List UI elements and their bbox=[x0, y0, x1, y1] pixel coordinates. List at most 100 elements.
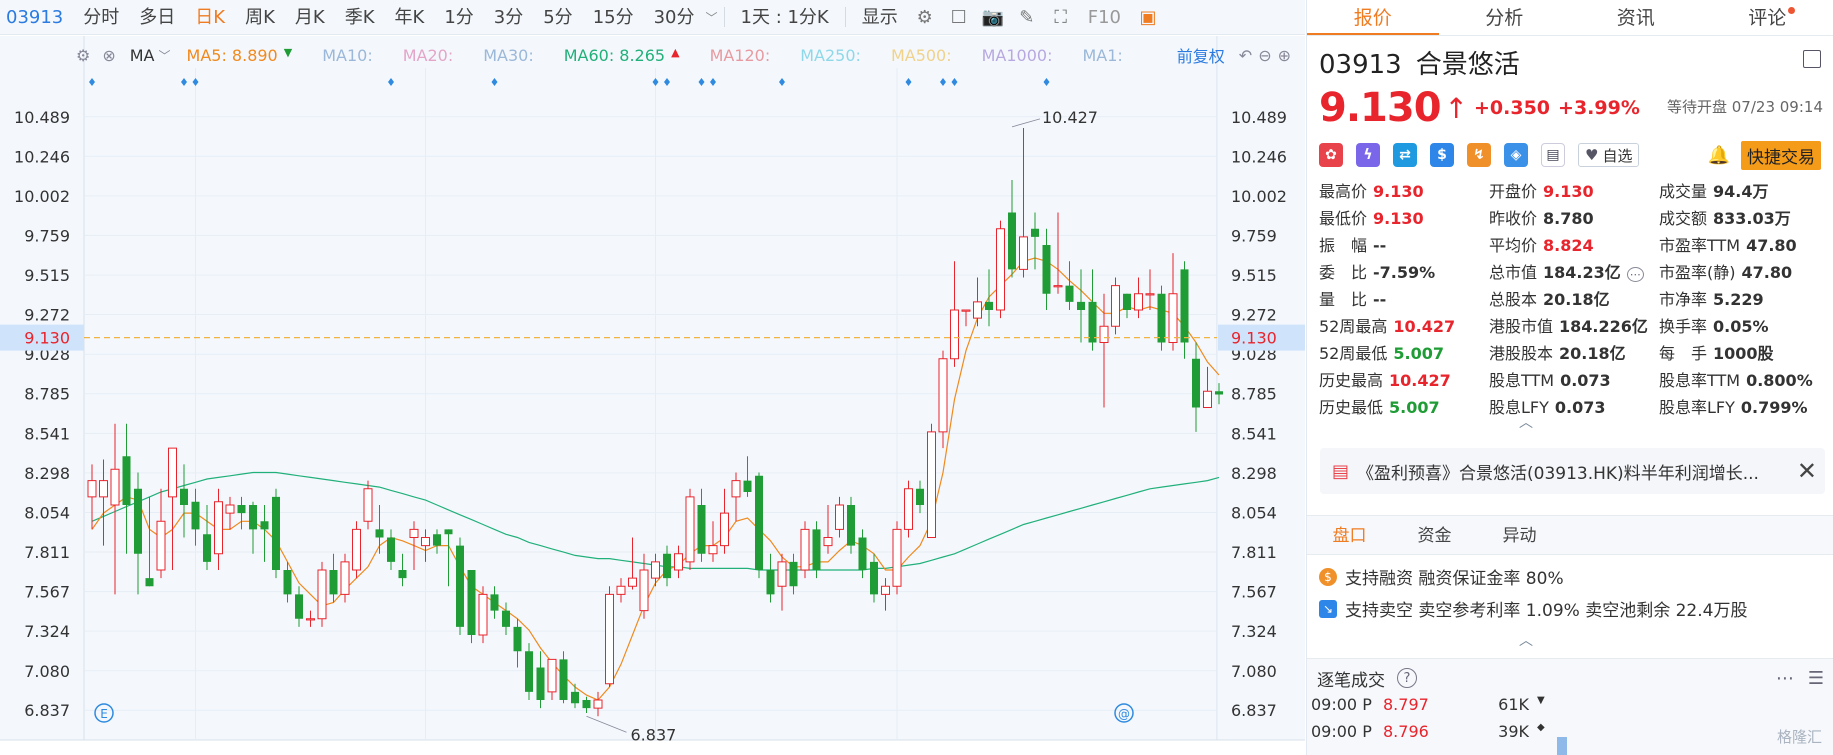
candle-body bbox=[1077, 301, 1085, 310]
candle-body bbox=[1203, 390, 1212, 408]
event-marker-icon bbox=[192, 78, 199, 86]
candle-body bbox=[237, 505, 246, 514]
y-tick-label: 8.054 bbox=[1231, 503, 1277, 522]
y-tick-label: 10.002 bbox=[1231, 187, 1287, 206]
ma-legend-item[interactable]: MA500: bbox=[890, 45, 952, 65]
bookmark-icon[interactable]: ▤ bbox=[1541, 143, 1565, 167]
collapse-chevron-icon[interactable]: ︿ bbox=[1519, 633, 1533, 649]
quote-value: 8.780 bbox=[1543, 208, 1594, 228]
tab-analysis[interactable]: 分析 bbox=[1485, 7, 1524, 29]
more-icon[interactable]: ⋯ bbox=[1775, 667, 1794, 689]
fullscreen-icon[interactable]: ⛶ bbox=[1054, 6, 1068, 28]
quote-cell: 股息率LFY 0.799% bbox=[1659, 394, 1829, 418]
period-tab[interactable]: 1分 bbox=[444, 6, 474, 28]
candle-body bbox=[789, 561, 798, 587]
ma-legend-item[interactable]: MA5: 8.890 bbox=[186, 45, 278, 65]
candle-body bbox=[513, 626, 522, 652]
y-tick-label: 10.489 bbox=[14, 108, 70, 127]
tab-quote[interactable]: 报价 bbox=[1307, 0, 1439, 35]
gear-icon[interactable]: ⚙ bbox=[916, 6, 933, 28]
event-marker-icon bbox=[779, 78, 785, 86]
adjust-button[interactable]: 前复权 bbox=[1176, 47, 1225, 66]
ma-legend-item[interactable]: MA30: bbox=[483, 45, 534, 65]
ma-legend-item[interactable]: MA20: bbox=[402, 45, 454, 65]
period-tab[interactable]: 季K bbox=[344, 6, 375, 28]
watchlist-button[interactable]: ♥ 自选 bbox=[1578, 143, 1640, 167]
news-banner[interactable]: ▤ 《盈利预喜》合景悠活(03913.HK)料半年利润增长... ✕ bbox=[1320, 448, 1825, 494]
period-tab[interactable]: 多日 bbox=[139, 6, 176, 28]
y-tick-label: 8.785 bbox=[24, 385, 70, 404]
layout-icon[interactable]: ☐ bbox=[950, 6, 967, 28]
kline-chart-area[interactable]: 6.837 6.837 7.080 7.080 7.324 7.324 7.567 7.567… bbox=[0, 36, 1305, 755]
close-icon[interactable]: ⊗ bbox=[102, 45, 116, 65]
news-headline[interactable]: 《盈利预喜》合景悠活(03913.HK)料半年利润增长... bbox=[1357, 463, 1759, 484]
period-tabs: 分时 多日 日K 周K 月K 季K 年K 1分 3分 5分 15分 30分 bbox=[73, 0, 704, 35]
period-tab[interactable]: 30分 bbox=[653, 6, 695, 28]
tab-orderbook[interactable]: 盘口 bbox=[1332, 526, 1367, 546]
kline-chart[interactable]: 6.837 6.837 7.080 7.080 7.324 7.324 7.567 7.567… bbox=[0, 36, 1305, 755]
lightning-icon[interactable]: ϟ bbox=[1356, 143, 1380, 167]
quote-value: -7.59% bbox=[1373, 262, 1436, 282]
sidebar-toggle-icon[interactable] bbox=[1803, 50, 1821, 68]
zoom-controls-icon[interactable]: ↶⊖⊕ bbox=[1238, 45, 1297, 65]
ma-legend-item[interactable]: MA250: bbox=[800, 45, 861, 65]
dollar-icon[interactable]: $ bbox=[1430, 143, 1454, 167]
price-tag-bg bbox=[1218, 324, 1305, 351]
ma-legend: ⚙ ⊗ MA ﹀ MA5: 8.890 ▼ MA10: MA20: MA30: MA60:… bbox=[0, 36, 1305, 74]
camera-icon[interactable]: 📷 bbox=[981, 6, 1004, 28]
period-tab[interactable]: 3分 bbox=[493, 6, 524, 28]
f10-button[interactable]: F10 bbox=[1087, 6, 1121, 28]
low-annotation: 6.837 bbox=[631, 725, 677, 744]
y-tick-label: 7.567 bbox=[24, 583, 70, 602]
period-tab[interactable]: 日K bbox=[195, 6, 226, 28]
shuffle-icon[interactable]: ⇄ bbox=[1393, 143, 1417, 167]
candle-body bbox=[708, 545, 718, 555]
ma-legend-item[interactable]: MA120: bbox=[709, 45, 771, 65]
ma-legend-item[interactable]: MA1000: bbox=[981, 45, 1053, 65]
candle-body bbox=[571, 691, 579, 704]
collapse-chevron-icon[interactable]: ︿ bbox=[1519, 415, 1533, 431]
stock-code-tab[interactable]: 03913 bbox=[6, 6, 64, 28]
more-icon[interactable]: ⋯ bbox=[1626, 266, 1644, 282]
trend-icon[interactable]: ↯ bbox=[1467, 143, 1491, 167]
ma-indicator-label[interactable]: MA bbox=[129, 45, 155, 65]
panel-toggle-icon[interactable]: ▣ bbox=[1139, 6, 1157, 28]
period-tab[interactable]: 分时 bbox=[83, 6, 120, 28]
ma-legend-item[interactable]: MA60: 8.265 bbox=[563, 45, 666, 65]
quick-trade-button[interactable]: 快捷交易 bbox=[1741, 140, 1821, 170]
candle-body bbox=[352, 528, 361, 571]
multi-period-select[interactable]: 1天 : 1分K bbox=[740, 6, 829, 28]
chart-toolbar: 03913 分时 多日 日K 周K 月K 季K 年K 1分 3分 5分 15分 30分 ﹀ 1天 : … bbox=[0, 0, 1305, 35]
chevron-down-icon[interactable]: ﹀ bbox=[705, 10, 718, 25]
tab-capital[interactable]: 资金 bbox=[1417, 526, 1452, 546]
bell-icon[interactable]: 🔔 bbox=[1707, 144, 1731, 166]
list-icon[interactable]: ☰ bbox=[1807, 667, 1824, 689]
quote-value: 20.18亿 bbox=[1559, 343, 1626, 363]
quote-value: 0.05% bbox=[1713, 316, 1769, 336]
triangle-down-icon: ▼ bbox=[283, 45, 293, 59]
close-icon[interactable]: ✕ bbox=[1796, 457, 1817, 485]
quote-label: 历史最低 bbox=[1319, 397, 1384, 417]
y-tick-label: 9.759 bbox=[1231, 226, 1277, 245]
display-menu[interactable]: 显示 bbox=[861, 6, 898, 28]
settings-gear-icon[interactable]: ⚙ bbox=[76, 45, 91, 65]
tab-comments[interactable]: 评论 bbox=[1702, 0, 1833, 35]
quote-cell: 开盘价 9.130 bbox=[1489, 178, 1659, 202]
draw-icon[interactable]: ✎ bbox=[1019, 6, 1035, 28]
ma-legend-item[interactable]: MA1: bbox=[1082, 45, 1123, 65]
quote-panel: 报价 分析 资讯 评论 03913 合景悠活 9.130 ↑ +0.350 +3.… bbox=[1306, 0, 1833, 755]
help-icon[interactable]: ? bbox=[1397, 668, 1417, 688]
ma-legend-item[interactable]: MA10: bbox=[322, 45, 373, 65]
period-tab[interactable]: 月K bbox=[294, 6, 325, 28]
tag-icon[interactable]: ◈ bbox=[1504, 143, 1528, 167]
quote-cell: 总市值 184.23亿 ⋯ bbox=[1489, 259, 1659, 283]
tab-news[interactable]: 资讯 bbox=[1616, 7, 1655, 29]
chevron-down-icon[interactable]: ﹀ bbox=[158, 48, 171, 63]
period-tab[interactable]: 周K bbox=[245, 6, 275, 28]
hk-flag-icon[interactable]: ✿ bbox=[1319, 143, 1343, 167]
period-tab[interactable]: 5分 bbox=[543, 6, 573, 28]
period-tab[interactable]: 15分 bbox=[592, 6, 634, 28]
quote-cell: 股息TTM 0.073 bbox=[1489, 367, 1659, 391]
tab-movement[interactable]: 异动 bbox=[1502, 526, 1537, 546]
period-tab[interactable]: 年K bbox=[394, 6, 425, 28]
